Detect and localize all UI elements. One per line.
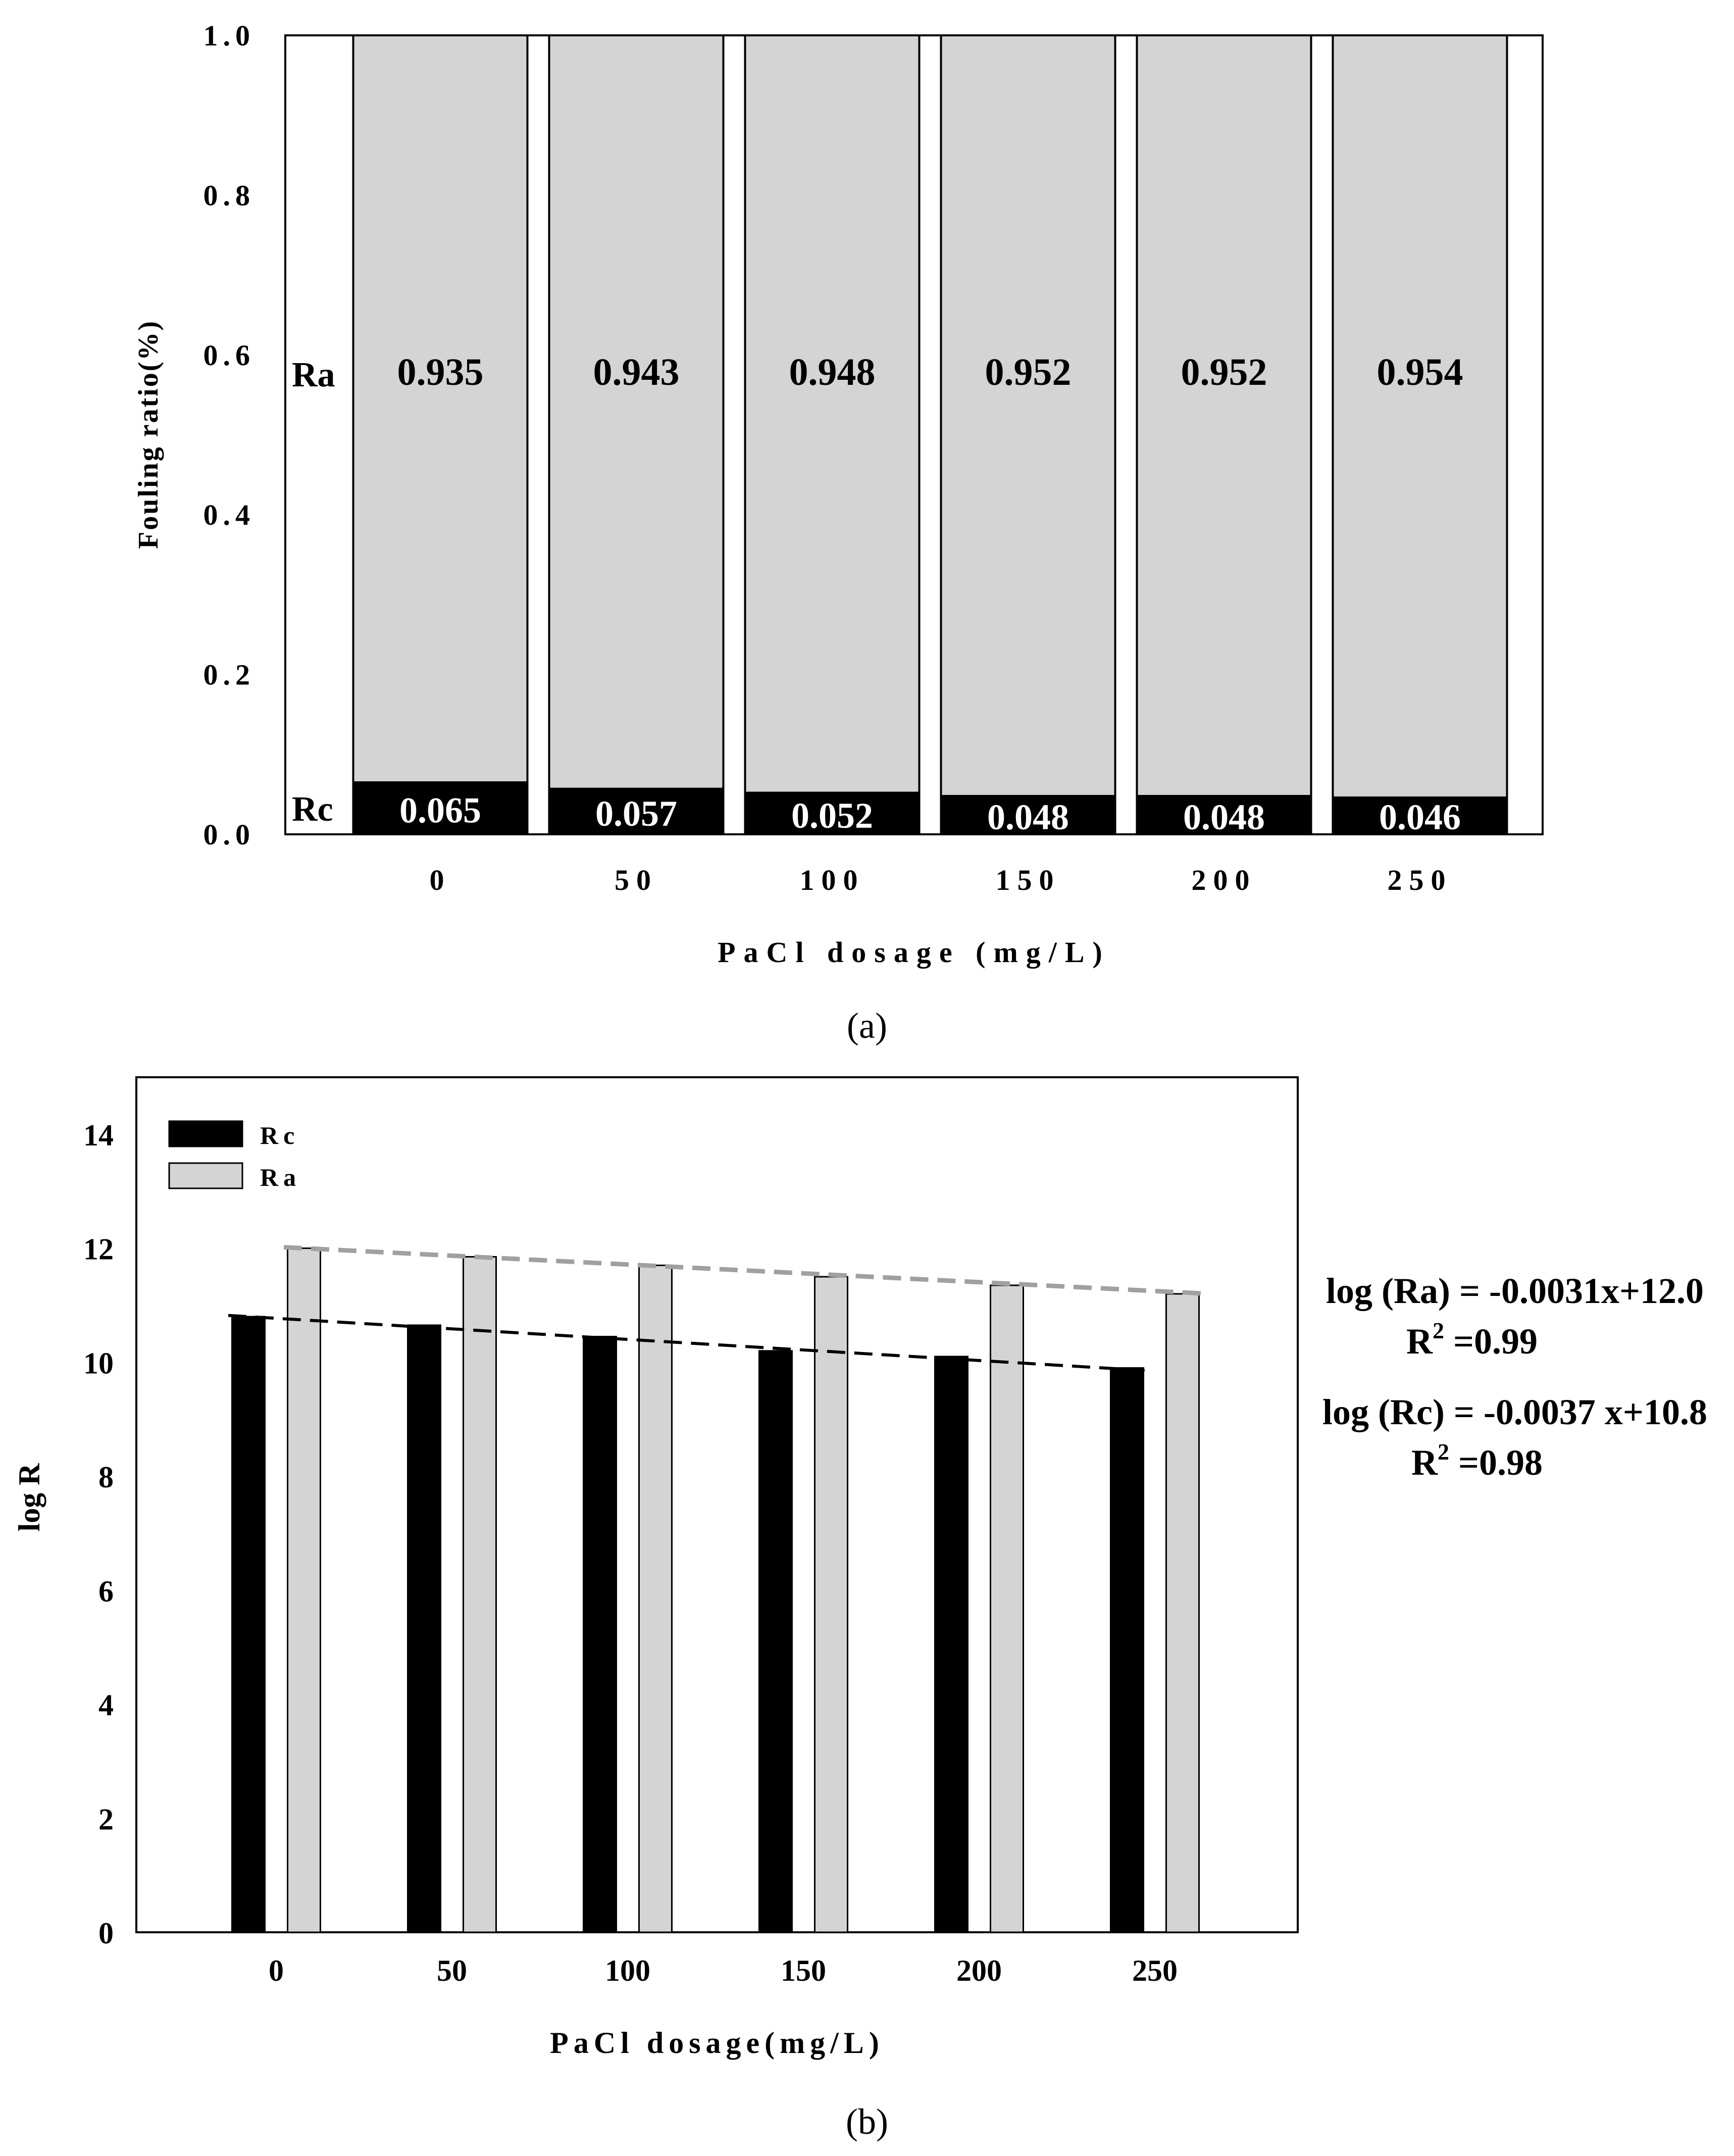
- bar-ra-150: [814, 1276, 848, 1933]
- panel-b: 0 2 4 6 8 10 12 14 0 50 100 150 200 250 Rc Ra log (R…: [13, 1076, 1707, 2142]
- panel-a: 0.935 0.065 0.943 0.057 0.948 0.052 0.952 0.048…: [133, 19, 1544, 1046]
- trendline-ra: [283, 1245, 1206, 1296]
- panel-b-y-ticks: 0 2 4 6 8 10 12 14: [83, 1119, 114, 1950]
- bar-ra-50: [548, 34, 725, 790]
- panel-b-bars: [231, 1247, 1200, 1933]
- bar-rc-0: [231, 1316, 266, 1933]
- bar-rc-50: [548, 787, 725, 836]
- panel-a-x-tick-250: 250: [1388, 864, 1453, 896]
- panel-b-trendlines: [228, 1245, 1206, 1373]
- legend-swatch-ra: [168, 1162, 243, 1189]
- r2-rc-label: R2 =0.98: [1411, 1439, 1543, 1483]
- panel-b-x-axis-title: PaCl dosage(mg/L): [550, 2026, 884, 2060]
- panel-a-y-ticks: 0.0 0.2 0.4 0.6 0.8 1.0: [203, 19, 256, 851]
- label-rc-250: 0.046: [1379, 797, 1461, 837]
- bar-ra-150: [940, 34, 1116, 797]
- panel-a-x-ticks: 0 50 100 150 200 250: [430, 864, 1453, 896]
- r2-ra-value: =0.99: [1453, 1321, 1538, 1362]
- panel-a-y-tick-0.8: 0.8: [203, 179, 256, 212]
- panel-b-x-tick-250: 250: [1132, 1954, 1178, 1987]
- label-rc-50: 0.057: [595, 793, 677, 834]
- r2-ra-label: R2 =0.99: [1406, 1318, 1538, 1362]
- legend-label-rc: Rc: [260, 1121, 299, 1149]
- legend-swatch-rc: [168, 1120, 243, 1147]
- panel-a-value-labels: 0.935 0.065 0.943 0.057 0.948 0.052 0.952 0.048…: [397, 351, 1463, 837]
- panel-b-y-tick-10: 10: [83, 1346, 114, 1380]
- label-ra-100: 0.948: [789, 351, 876, 393]
- panel-b-x-tick-200: 200: [956, 1954, 1002, 1987]
- bar-ra-250: [1332, 34, 1508, 799]
- panel-a-y-tick-0.0: 0.0: [203, 818, 256, 851]
- panel-a-y-tick-0.4: 0.4: [203, 498, 256, 531]
- panel-a-x-tick-200: 200: [1192, 864, 1257, 896]
- panel-b-x-tick-0: 0: [269, 1954, 284, 1987]
- bar-rc-50: [407, 1324, 441, 1933]
- panel-a-ra-series-label: Ra: [292, 356, 335, 394]
- bar-ra-100: [744, 34, 921, 794]
- panel-b-plot-area: [135, 1076, 1299, 1933]
- panel-b-caption: (b): [846, 2101, 888, 2142]
- label-ra-200: 0.952: [1181, 351, 1267, 393]
- equation-ra: log (Ra) = -0.0031x+12.0: [1326, 1271, 1704, 1311]
- panel-b-x-ticks: 0 50 100 150 200 250: [269, 1954, 1178, 1987]
- panel-b-y-axis-title: log R: [13, 1463, 46, 1532]
- panel-b-y-tick-8: 8: [98, 1461, 114, 1494]
- bar-ra-0: [287, 1247, 321, 1933]
- panel-a-x-axis-title: PaCl dosage (mg/L): [718, 936, 1110, 969]
- bar-ra-100: [638, 1264, 673, 1933]
- label-rc-200: 0.048: [1183, 797, 1265, 837]
- bar-rc-250: [1332, 796, 1508, 836]
- panel-b-y-tick-0: 0: [98, 1917, 114, 1950]
- bar-ra-50: [463, 1256, 497, 1933]
- panel-b-y-tick-2: 2: [98, 1802, 114, 1836]
- bar-ra-200: [1136, 34, 1312, 797]
- panel-a-rc-series-label: Rc: [292, 790, 333, 829]
- panel-a-x-tick-0: 0: [430, 864, 451, 896]
- label-rc-100: 0.052: [791, 795, 873, 836]
- label-ra-150: 0.952: [985, 351, 1072, 393]
- panel-a-y-tick-0.6: 0.6: [203, 339, 256, 372]
- panel-b-y-tick-12: 12: [83, 1233, 114, 1266]
- panel-b-x-tick-150: 150: [781, 1954, 826, 1987]
- bar-rc-200: [934, 1356, 968, 1933]
- legend-label-ra: Ra: [260, 1163, 301, 1191]
- bar-ra-250: [1165, 1293, 1200, 1933]
- panel-a-y-tick-0.2: 0.2: [203, 659, 256, 691]
- panel-b-y-tick-6: 6: [98, 1575, 114, 1608]
- bar-rc-100: [583, 1336, 617, 1933]
- label-rc-150: 0.048: [987, 797, 1069, 837]
- panel-a-x-tick-150: 150: [996, 864, 1061, 896]
- bar-rc-200: [1136, 795, 1312, 835]
- label-ra-50: 0.943: [593, 351, 680, 393]
- panel-a-caption: (a): [847, 1006, 887, 1046]
- panel-b-x-tick-100: 100: [605, 1954, 650, 1987]
- r2-rc-value: =0.98: [1458, 1442, 1543, 1483]
- panel-b-legend: Rc Ra: [168, 1120, 301, 1191]
- bar-rc-150: [758, 1350, 793, 1933]
- label-ra-250: 0.954: [1377, 351, 1463, 393]
- panel-b-equations: log (Ra) = -0.0031x+12.0 R2 =0.99 log (R…: [1322, 1271, 1707, 1483]
- label-rc-0: 0.065: [399, 790, 481, 831]
- bar-rc-0: [352, 781, 529, 836]
- bar-ra-0: [352, 34, 529, 784]
- panel-a-bars: [352, 34, 1508, 836]
- panel-b-y-tick-4: 4: [98, 1689, 114, 1722]
- trendline-rc: [228, 1314, 1150, 1373]
- bar-rc-100: [744, 791, 921, 835]
- panel-b-x-tick-50: 50: [437, 1954, 467, 1987]
- panel-a-y-axis-title: Fouling ratio(%): [133, 320, 164, 549]
- bar-rc-150: [940, 795, 1116, 835]
- label-ra-0: 0.935: [397, 351, 484, 393]
- equation-rc: log (Rc) = -0.0037 x+10.8: [1322, 1392, 1707, 1432]
- panel-b-y-tick-14: 14: [83, 1119, 114, 1152]
- panel-a-x-tick-50: 50: [615, 864, 658, 896]
- bar-ra-200: [990, 1284, 1024, 1933]
- panel-a-x-tick-100: 100: [800, 864, 865, 896]
- panel-a-y-tick-1.0: 1.0: [203, 19, 256, 52]
- bar-rc-250: [1110, 1367, 1144, 1933]
